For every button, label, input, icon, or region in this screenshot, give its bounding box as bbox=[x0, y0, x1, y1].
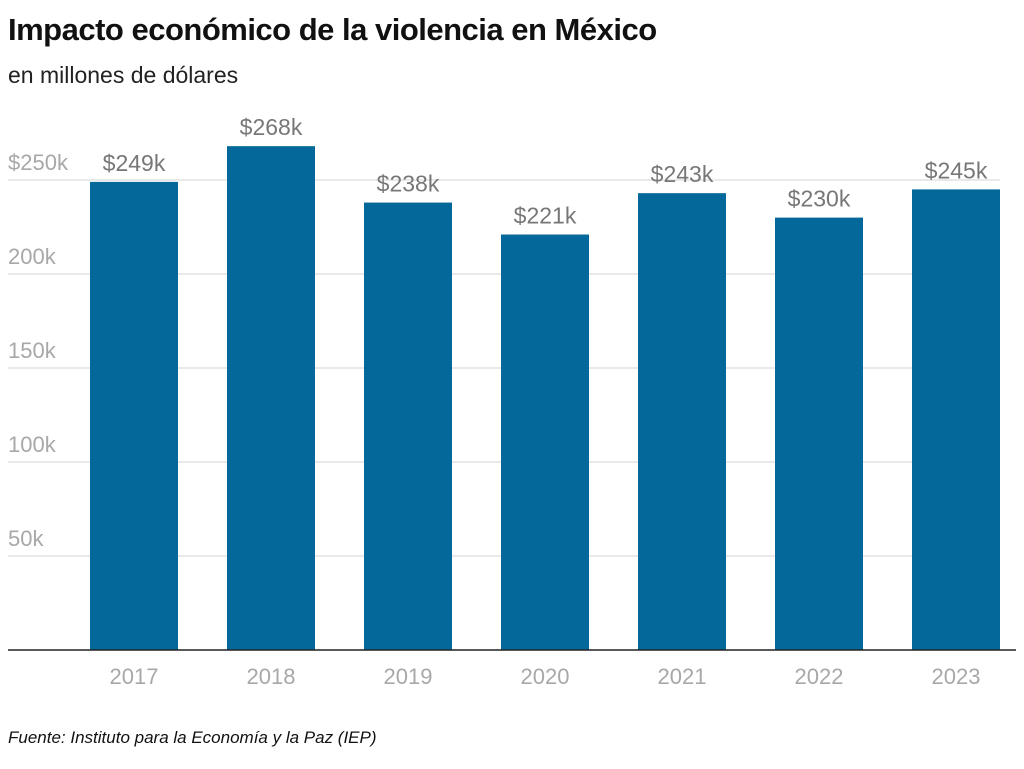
data-label: $249k bbox=[103, 150, 166, 176]
x-tick-label: 2017 bbox=[110, 664, 159, 689]
y-tick-label: 200k bbox=[8, 244, 57, 269]
bar bbox=[90, 181, 178, 650]
x-tick-label: 2018 bbox=[247, 664, 296, 689]
data-label: $243k bbox=[651, 161, 714, 187]
data-label: $238k bbox=[377, 171, 440, 197]
source-note: Fuente: Instituto para la Economía y la … bbox=[8, 728, 377, 747]
y-tick-label: 100k bbox=[8, 432, 57, 457]
y-tick-label: $250k bbox=[8, 150, 69, 175]
bar bbox=[227, 146, 315, 650]
bar bbox=[364, 202, 452, 650]
x-tick-label: 2020 bbox=[521, 664, 570, 689]
x-tick-label: 2023 bbox=[932, 664, 981, 689]
x-tick-label: 2022 bbox=[795, 664, 844, 689]
data-label: $221k bbox=[514, 203, 577, 229]
data-label: $245k bbox=[925, 157, 988, 183]
x-tick-label: 2021 bbox=[658, 664, 707, 689]
bar bbox=[638, 193, 726, 650]
data-label: $230k bbox=[788, 186, 851, 212]
bar bbox=[501, 234, 589, 650]
chart-title: Impacto económico de la violencia en Méx… bbox=[8, 12, 657, 47]
x-tick-label: 2019 bbox=[384, 664, 433, 689]
y-tick-label: 50k bbox=[8, 526, 44, 551]
y-tick-label: 150k bbox=[8, 338, 57, 363]
bar bbox=[775, 217, 863, 650]
bar bbox=[912, 189, 1000, 650]
chart-subtitle: en millones de dólares bbox=[8, 62, 239, 88]
data-label: $268k bbox=[240, 114, 303, 140]
